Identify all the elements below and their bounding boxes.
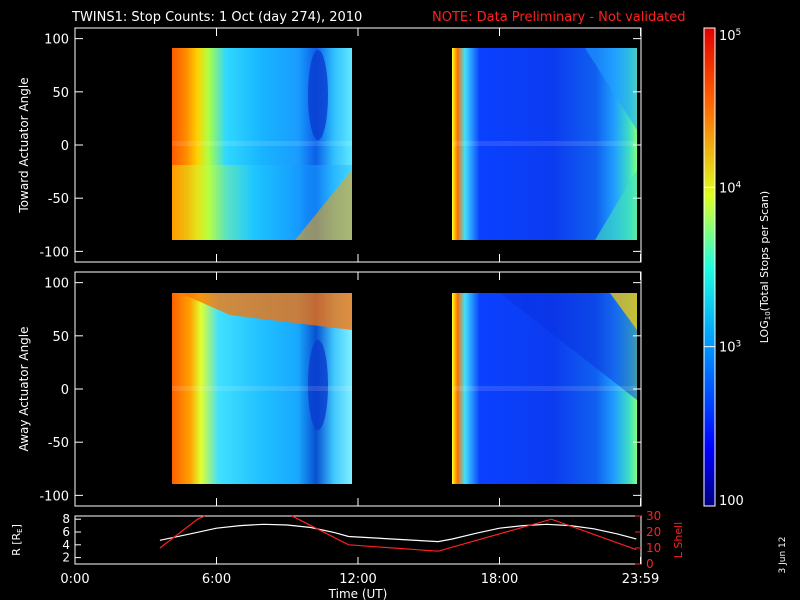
colorbar-gradient xyxy=(704,28,715,506)
top-segment-2-lower-corner xyxy=(595,170,637,240)
top-ytick-label: 100 xyxy=(44,33,69,48)
top-segment-1-feature xyxy=(308,50,328,140)
orbit-left-tick-label: 4 xyxy=(62,538,70,552)
orbit-right-tick-label: 30 xyxy=(646,509,661,523)
top-ytick-label: 0 xyxy=(61,139,69,154)
orbit-left-ylabel: R [RE] xyxy=(10,524,24,556)
x-axis-label: Time (UT) xyxy=(328,587,388,600)
top-yaxis-ticks: 100 50 0 -50 -100 xyxy=(39,33,641,260)
chart-note: NOTE: Data Preliminary - Not validated xyxy=(432,10,686,25)
top-segment-1-corner xyxy=(295,170,352,240)
middle-ytick-label: 50 xyxy=(52,330,69,345)
x-tick-label: 12:00 xyxy=(339,572,376,587)
orbit-right-ticks: 0 10 20 30 xyxy=(635,509,661,571)
orbit-left-tick-label: 6 xyxy=(62,525,70,539)
middle-segment-2-corner xyxy=(610,293,637,330)
colorbar-ticks: 100 103 104 105 xyxy=(704,27,744,509)
colorbar-tick-label: 105 xyxy=(719,28,741,44)
orbit-right-tick-label: 10 xyxy=(646,541,661,555)
top-ytick-label: -100 xyxy=(39,245,69,260)
top-segment-2-corner xyxy=(585,48,637,130)
orbit-left-tick-label: 8 xyxy=(62,512,70,526)
top-ylabel: Toward Actuator Angle xyxy=(17,77,31,213)
x-axis: 0:00 6:00 12:00 18:00 23:59 xyxy=(60,28,659,587)
top-heatmap-segment-1 xyxy=(172,48,352,240)
orbit-left-tick-label: 2 xyxy=(62,551,70,565)
x-tick-label: 6:00 xyxy=(202,572,231,587)
top-panel: Toward Actuator Angle xyxy=(17,27,642,263)
middle-yaxis-ticks: 100 50 0 -50 -100 xyxy=(39,277,641,504)
top-heatmap-segment-2 xyxy=(452,48,637,240)
colorbar-tick-label: 103 xyxy=(719,340,741,356)
middle-ylabel: Away Actuator Angle xyxy=(17,326,31,451)
middle-segment-2-zero-line xyxy=(452,386,637,391)
colorbar-tick-label: 104 xyxy=(719,180,742,196)
colorbar: 100 103 104 105 LOG10(Total Stops per Scan) xyxy=(703,27,772,509)
top-ytick-label: 50 xyxy=(52,86,69,101)
orbit-right-tick-label: 0 xyxy=(646,557,654,571)
middle-ytick-label: 100 xyxy=(44,277,69,292)
middle-segment-1-top-band xyxy=(180,293,352,330)
lshell-line xyxy=(159,515,637,552)
top-ytick-label: -50 xyxy=(48,192,69,207)
x-tick-label: 23:59 xyxy=(622,572,659,587)
middle-ytick-label: -50 xyxy=(48,436,69,451)
middle-ytick-label: -100 xyxy=(39,489,69,504)
top-segment-2-zero-line xyxy=(452,141,637,146)
middle-heatmap-segment-2 xyxy=(452,293,637,484)
x-tick-label: 0:00 xyxy=(60,572,89,587)
colorbar-tick-label: 100 xyxy=(719,494,744,509)
r-distance-line xyxy=(159,523,637,543)
middle-panel: Away Actuator Angle xyxy=(17,271,642,507)
middle-segment-1-zero-line xyxy=(172,386,352,391)
middle-segment-2-diagonal xyxy=(500,293,637,400)
middle-segment-1-feature xyxy=(308,340,328,430)
orbit-right-tick-label: 20 xyxy=(646,525,661,539)
top-segment-1-zero-line xyxy=(172,141,352,146)
chart-title: TWINS1: Stop Counts: 1 Oct (day 274), 20… xyxy=(71,10,362,25)
colorbar-label: LOG10(Total Stops per Scan) xyxy=(758,191,772,343)
date-stamp: 3 Jun 12 xyxy=(778,537,788,574)
x-tick-label: 18:00 xyxy=(481,572,518,587)
orbit-right-ylabel: L Shell xyxy=(672,522,685,558)
middle-ytick-label: 0 xyxy=(61,383,69,398)
middle-heatmap-segment-1 xyxy=(172,293,352,484)
